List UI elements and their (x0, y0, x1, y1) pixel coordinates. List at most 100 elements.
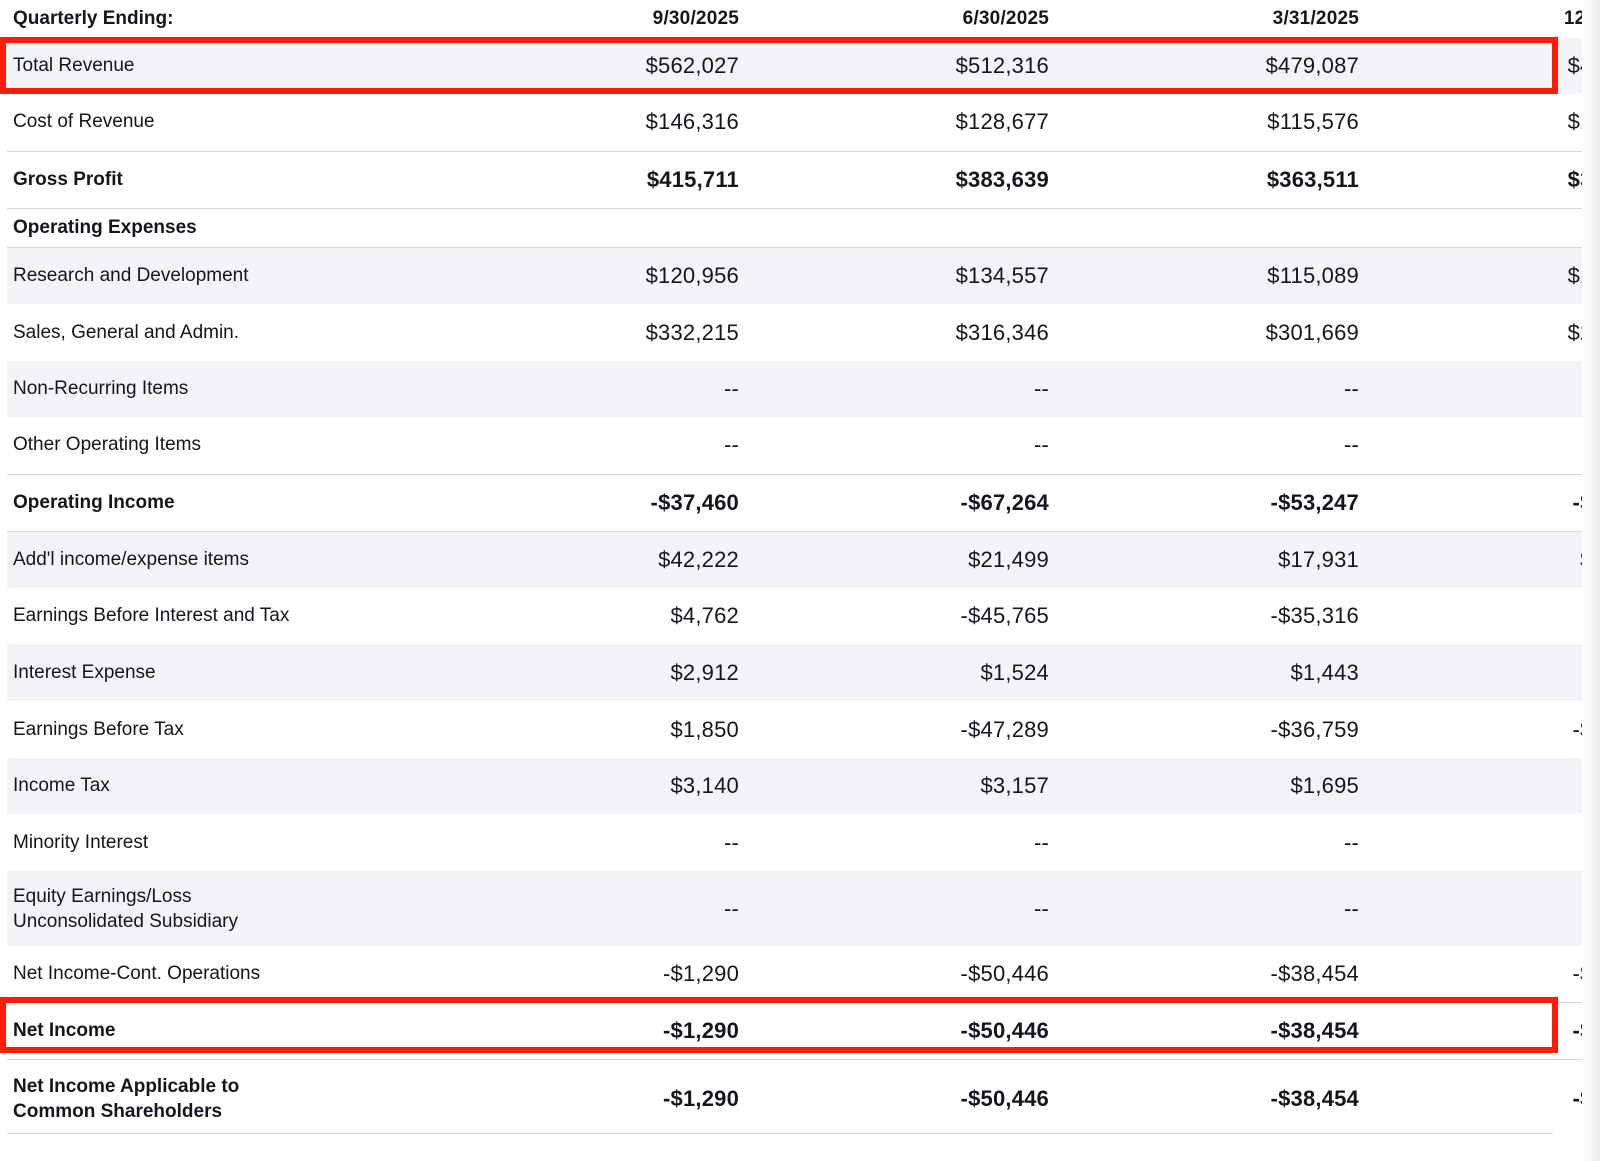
row-value: -$9,398 (1361, 588, 1600, 644)
row-value: -$45,765 (960, 603, 1049, 628)
row-label: Earnings Before Tax (13, 718, 184, 740)
row-value: -- (431, 361, 741, 417)
row-non-recurring-items: Non-Recurring Items -- -- -- -- (7, 361, 1600, 417)
row-value: $21,499 (741, 531, 1051, 588)
row-value: $115,576 (1267, 109, 1359, 135)
row-income-tax: Income Tax $3,140 $3,157 $1,695 $2,005 (7, 758, 1600, 814)
row-value: -$12,848 (1361, 946, 1600, 1002)
row-value: $134,557 (741, 247, 1051, 304)
row-value: -$34,719 (1361, 473, 1600, 532)
row-addl-income-expense: Add'l income/expense items $42,222 $21,4… (7, 531, 1600, 588)
row-value: $128,677 (955, 109, 1049, 135)
row-value: -$36,759 (1270, 716, 1359, 742)
row-value: -- (741, 871, 1051, 946)
row-value: $17,931 (1051, 531, 1361, 588)
row-value: $459,946 (1361, 38, 1600, 94)
row-equity-earnings: Equity Earnings/Loss Unconsolidated Subsi… (7, 871, 1600, 946)
row-label: Research and Development (7, 247, 431, 304)
row-value: -$1,290 (431, 1001, 741, 1060)
row-label-line: Common Shareholders (13, 1101, 223, 1123)
row-value: -- (1033, 829, 1049, 855)
row-value: $108,686 (1361, 94, 1600, 151)
row-operating-expenses-heading: Operating Expenses (7, 207, 1600, 248)
row-value: -- (1343, 432, 1359, 458)
row-label: Net Income-Cont. Operations (13, 962, 261, 984)
quarterly-ending-label: Quarterly Ending: (13, 8, 174, 29)
period-header: 3/31/2025 (1272, 8, 1359, 29)
row-value: $562,027 (431, 38, 741, 94)
row-value: $1,850 (670, 716, 739, 742)
row-value: -- (1361, 417, 1600, 474)
row-value (431, 207, 741, 248)
row-value: $2,912 (431, 644, 741, 701)
row-value: -- (1343, 829, 1359, 855)
row-label: Minority Interest (13, 831, 149, 853)
row-label: Interest Expense (7, 644, 431, 701)
row-value: -$1,290 (662, 1086, 739, 1112)
row-label: Operating Income (7, 473, 431, 532)
row-value: -$12,848 (1361, 1001, 1600, 1060)
period-header: 9/30/2025 (652, 8, 739, 29)
row-label: Add'l income/expense items (7, 531, 431, 588)
row-value: $383,639 (741, 150, 1051, 208)
row-value: $512,316 (741, 38, 1051, 94)
row-value: $120,956 (431, 247, 741, 304)
row-value: $351,260 (1361, 150, 1600, 208)
row-value: -$50,446 (960, 960, 1049, 986)
income-statement-table: Quarterly Ending: 9/30/2025 6/30/2025 3/… (7, 0, 1600, 1139)
row-value: $363,511 (1051, 150, 1361, 208)
row-value (741, 207, 1051, 248)
row-value: -$1,290 (662, 960, 739, 986)
row-value: -- (1361, 361, 1600, 417)
row-value: $42,222 (431, 531, 741, 588)
row-value: $1,695 (1051, 758, 1361, 814)
row-ebit: Earnings Before Interest and Tax $4,762 … (7, 588, 1600, 644)
row-cost-of-revenue: Cost of Revenue $146,316 $128,677 $115,5… (7, 94, 1600, 151)
row-value: $265,766 (1361, 304, 1600, 361)
row-value: $25,321 (1361, 531, 1600, 588)
row-value: -- (1361, 814, 1600, 871)
row-value: $415,711 (431, 150, 741, 208)
row-interest-expense: Interest Expense $2,912 $1,524 $1,443 $1… (7, 644, 1600, 701)
table-bottom-divider (7, 1133, 1553, 1134)
row-value: -$38,454 (1270, 1086, 1359, 1112)
row-value (1361, 207, 1600, 248)
row-research-development: Research and Development $120,956 $134,5… (7, 247, 1600, 304)
row-label-line: Unconsolidated Subsidiary (13, 910, 238, 932)
row-value: -- (1361, 871, 1600, 946)
row-value: -$50,446 (741, 1001, 1051, 1060)
row-total-revenue: Total Revenue $562,027 $512,316 $479,087… (7, 38, 1600, 94)
header-row: Quarterly Ending: 9/30/2025 6/30/2025 3/… (7, 0, 1600, 38)
row-value: $479,087 (1051, 38, 1361, 94)
row-value: $4,762 (670, 603, 739, 628)
row-value: $3,140 (431, 758, 741, 814)
row-value: -$10,843 (1361, 701, 1600, 758)
row-label: Net Income Applicable to Common Sharehold… (7, 1059, 431, 1139)
right-edge-shadow (1582, 0, 1600, 1161)
row-value: $332,215 (645, 319, 739, 345)
section-heading: Operating Expenses (7, 207, 431, 248)
row-earnings-before-tax: Earnings Before Tax $1,850 -$47,289 -$36… (7, 701, 1600, 758)
row-value: -$47,289 (960, 716, 1049, 742)
row-value: -$37,460 (431, 473, 741, 532)
row-value: -$35,316 (1270, 603, 1359, 628)
row-value: -- (741, 361, 1051, 417)
row-net-income-common: Net Income Applicable to Common Sharehold… (7, 1059, 1600, 1139)
row-label: Gross Profit (7, 150, 431, 208)
row-value: $3,157 (741, 758, 1051, 814)
row-value: -- (1051, 871, 1361, 946)
row-value: $146,316 (645, 109, 739, 135)
row-other-operating-items: Other Operating Items -- -- -- -- (7, 417, 1600, 474)
row-value (1051, 207, 1361, 248)
row-value: -- (723, 829, 739, 855)
row-value: $115,089 (1051, 247, 1361, 304)
row-value: $301,669 (1265, 319, 1359, 345)
row-net-income: Net Income -$1,290 -$50,446 -$38,454 -$1… (7, 1001, 1600, 1060)
row-label-line: Net Income Applicable to (13, 1076, 240, 1098)
row-label: Sales, General and Admin. (13, 321, 240, 343)
row-value: -- (431, 871, 741, 946)
row-label: Non-Recurring Items (7, 361, 431, 417)
row-label-line: Equity Earnings/Loss (13, 885, 192, 907)
row-label: Cost of Revenue (13, 111, 155, 133)
